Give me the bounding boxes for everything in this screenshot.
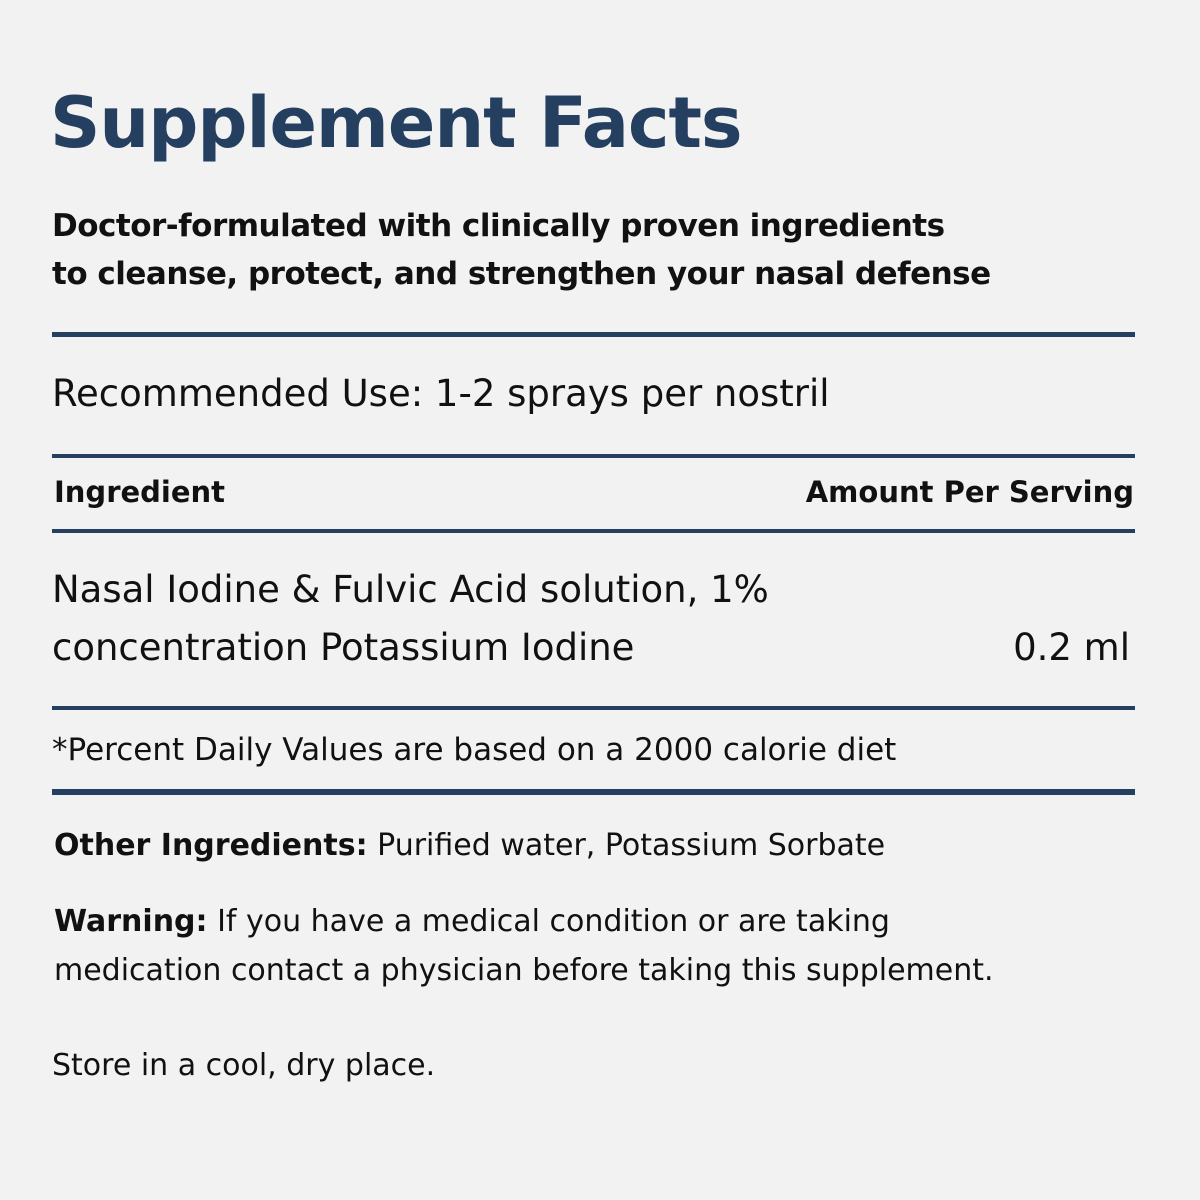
ingredient-amount: 0.2 ml: [1013, 626, 1130, 669]
ingredient-name-line-2: concentration Potassium Iodine: [52, 626, 635, 669]
subtitle-line-1: Doctor-formulated with clinically proven…: [52, 208, 945, 244]
warning: Warning: If you have a medical condition…: [54, 904, 890, 939]
warning-text-line-2: medication contact a physician before ta…: [54, 953, 994, 988]
page-title: Supplement Facts: [50, 82, 743, 164]
subtitle-line-2: to cleanse, protect, and strengthen your…: [52, 256, 991, 292]
divider: [52, 706, 1135, 710]
other-ingredients: Other Ingredients: Purified water, Potas…: [54, 828, 885, 863]
ingredient-name-line-1: Nasal Iodine & Fulvic Acid solution, 1%: [52, 568, 769, 611]
divider: [52, 332, 1135, 337]
amount-header: Amount Per Serving: [805, 475, 1134, 509]
storage-note: Store in a cool, dry place.: [52, 1048, 436, 1083]
divider: [52, 454, 1135, 458]
other-ingredients-value: Purified water, Potassium Sorbate: [367, 828, 886, 863]
divider: [52, 789, 1135, 795]
divider: [52, 529, 1135, 533]
other-ingredients-label: Other Ingredients:: [54, 828, 368, 863]
warning-label: Warning:: [54, 904, 208, 939]
recommended-use: Recommended Use: 1-2 sprays per nostril: [52, 372, 830, 415]
ingredient-header: Ingredient: [54, 475, 226, 509]
footnote: *Percent Daily Values are based on a 200…: [52, 732, 897, 768]
warning-text: If you have a medical condition or are t…: [207, 904, 890, 939]
